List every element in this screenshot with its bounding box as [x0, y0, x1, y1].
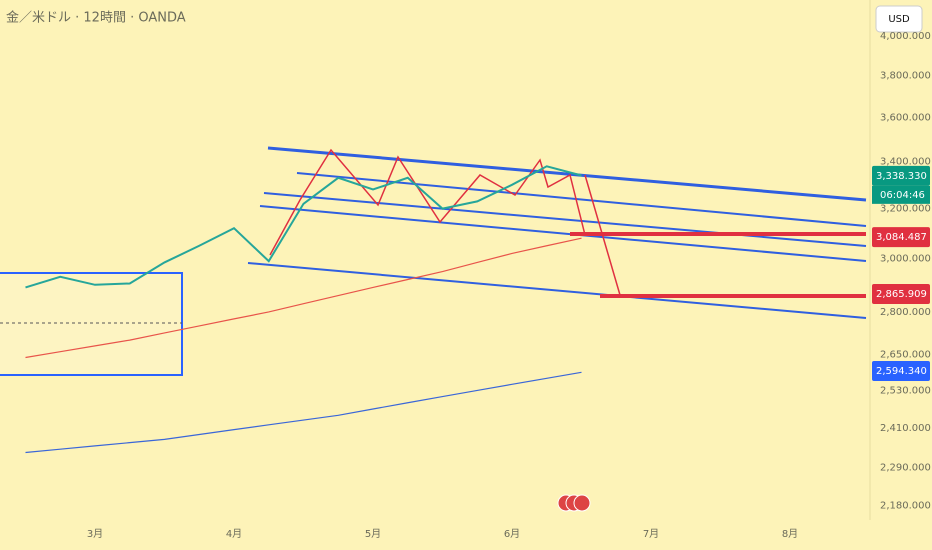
- x-tick-label: 7月: [643, 528, 659, 540]
- price-badge-label: 2,594.340: [876, 366, 927, 377]
- price-badge-label: 3,084.487: [876, 232, 927, 243]
- currency-button[interactable]: [875, 5, 923, 33]
- chart-title: 金／米ドル · 12時間 · OANDA: [6, 10, 186, 26]
- x-tick-label: 6月: [504, 528, 520, 540]
- y-tick-label: 3,800.000: [880, 71, 931, 82]
- y-tick-label: 2,180.000: [880, 501, 931, 512]
- price-badge: [872, 283, 930, 304]
- y-tick-label: 2,290.000: [880, 463, 931, 474]
- price-badge-label: 3,338.330: [876, 171, 927, 182]
- currency-label[interactable]: USD: [888, 14, 910, 25]
- price-badge: [872, 360, 930, 381]
- y-tick-label: 2,650.000: [880, 350, 931, 361]
- x-tick-label: 5月: [365, 528, 381, 540]
- series-line: [25, 165, 582, 289]
- y-tick-label: 4,000.000: [880, 31, 931, 42]
- y-tick-label: 3,600.000: [880, 112, 931, 123]
- countdown-label: 06:04:46: [880, 190, 925, 201]
- x-tick-label: 4月: [226, 528, 242, 540]
- series-line: [25, 237, 582, 359]
- x-tick-label: 3月: [87, 528, 103, 540]
- price-badge: [872, 165, 930, 186]
- y-tick-label: 2,530.000: [880, 385, 931, 396]
- drawings: [0, 146, 867, 512]
- countdown-badge: [872, 185, 930, 204]
- price-badge-label: 2,865.909: [876, 289, 927, 300]
- y-tick-label: 2,800.000: [880, 307, 931, 318]
- y-tick-label: 3,400.000: [880, 157, 931, 168]
- x-tick-label: 8月: [782, 528, 798, 540]
- price-badge: [872, 227, 930, 248]
- y-tick-label: 3,000.000: [880, 254, 931, 265]
- y-tick-label: 3,200.000: [880, 204, 931, 215]
- y-tick-label: 2,410.000: [880, 423, 931, 434]
- series-line: [25, 371, 582, 454]
